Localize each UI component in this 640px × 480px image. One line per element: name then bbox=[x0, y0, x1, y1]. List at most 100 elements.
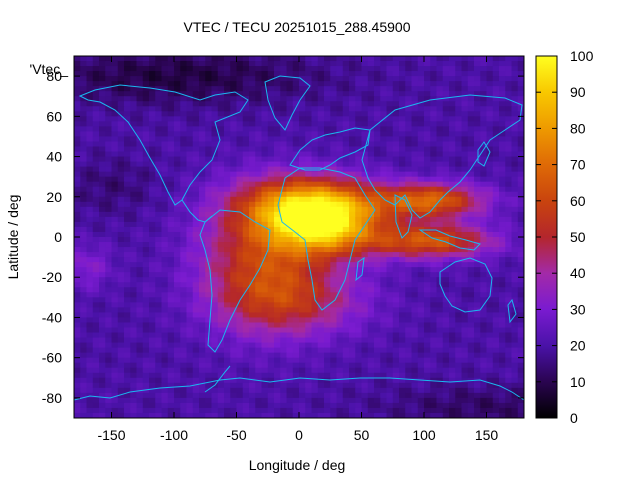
heatmap-cell bbox=[155, 181, 163, 188]
heatmap-cell bbox=[461, 312, 469, 319]
heatmap-cell bbox=[505, 116, 513, 122]
heatmap-cell bbox=[367, 216, 375, 223]
heatmap-cell bbox=[417, 151, 425, 158]
heatmap-cell bbox=[417, 267, 425, 273]
heatmap-cell bbox=[317, 282, 325, 288]
heatmap-cell bbox=[186, 96, 194, 102]
heatmap-cell bbox=[424, 262, 431, 268]
heatmap-cell bbox=[192, 322, 200, 329]
heatmap-cell bbox=[74, 322, 81, 329]
heatmap-cell bbox=[199, 211, 206, 218]
heatmap-cell bbox=[517, 176, 524, 183]
heatmap-cell bbox=[80, 277, 88, 283]
heatmap-cell bbox=[424, 146, 431, 153]
heatmap-cell bbox=[155, 347, 163, 354]
heatmap-cell bbox=[205, 156, 213, 163]
heatmap-cell bbox=[517, 121, 524, 127]
heatmap-cell bbox=[336, 71, 344, 77]
heatmap-cell bbox=[317, 191, 325, 198]
heatmap-cell bbox=[305, 136, 313, 143]
heatmap-cell bbox=[486, 106, 494, 112]
heatmap-cell bbox=[255, 66, 263, 72]
heatmap-cell bbox=[74, 347, 81, 354]
heatmap-cell bbox=[449, 347, 456, 354]
heatmap-cell bbox=[111, 71, 119, 77]
heatmap-cell bbox=[499, 282, 506, 288]
heatmap-cell bbox=[324, 242, 331, 248]
heatmap-cell bbox=[149, 237, 156, 243]
heatmap-cell bbox=[142, 312, 150, 319]
heatmap-cell bbox=[336, 272, 344, 278]
heatmap-cell bbox=[161, 196, 169, 203]
heatmap-cell bbox=[199, 352, 206, 359]
heatmap-cell bbox=[430, 362, 438, 369]
heatmap-cell bbox=[149, 66, 156, 72]
heatmap-cell bbox=[211, 201, 219, 208]
heatmap-cell bbox=[80, 211, 88, 218]
heatmap-cell bbox=[205, 71, 213, 77]
heatmap-cell bbox=[117, 181, 125, 188]
heatmap-cell bbox=[330, 226, 338, 233]
heatmap-cell bbox=[117, 126, 125, 133]
heatmap-cell bbox=[436, 377, 444, 384]
heatmap-cell bbox=[342, 201, 350, 208]
heatmap-cell bbox=[499, 332, 506, 339]
heatmap-cell bbox=[155, 151, 163, 158]
heatmap-cell bbox=[499, 151, 506, 158]
heatmap-cell bbox=[442, 76, 450, 82]
heatmap-cell bbox=[136, 347, 144, 354]
heatmap-cell bbox=[480, 206, 488, 213]
heatmap-cell bbox=[199, 282, 206, 288]
heatmap-cell bbox=[317, 231, 325, 238]
heatmap-cell bbox=[124, 171, 131, 178]
heatmap-cell bbox=[192, 161, 200, 168]
heatmap-cell bbox=[242, 377, 250, 384]
heatmap-cell bbox=[411, 161, 419, 168]
heatmap-cell bbox=[392, 61, 400, 67]
heatmap-cell bbox=[374, 282, 381, 288]
heatmap-cell bbox=[486, 166, 494, 173]
heatmap-cell bbox=[455, 186, 463, 193]
heatmap-cell bbox=[186, 76, 194, 82]
heatmap-cell bbox=[349, 277, 356, 283]
heatmap-cell bbox=[199, 377, 206, 384]
heatmap-cell bbox=[349, 267, 356, 273]
heatmap-cell bbox=[292, 312, 300, 319]
heatmap-cell bbox=[405, 196, 413, 203]
heatmap-cell bbox=[192, 362, 200, 369]
heatmap-cell bbox=[417, 196, 425, 203]
heatmap-cell bbox=[199, 56, 206, 62]
heatmap-cell bbox=[492, 61, 500, 67]
heatmap-cell bbox=[92, 111, 100, 117]
heatmap-cell bbox=[80, 302, 88, 308]
heatmap-cell bbox=[74, 111, 81, 117]
heatmap-cell bbox=[267, 196, 275, 203]
heatmap-cell bbox=[236, 247, 244, 253]
heatmap-cell bbox=[455, 362, 463, 369]
heatmap-cell bbox=[467, 262, 475, 268]
heatmap-cell bbox=[224, 96, 231, 102]
heatmap-cell bbox=[242, 297, 250, 303]
heatmap-cell bbox=[161, 337, 169, 344]
heatmap-cell bbox=[424, 392, 431, 399]
heatmap-cell bbox=[74, 176, 81, 183]
heatmap-cell bbox=[267, 171, 275, 178]
heatmap-cell bbox=[324, 146, 331, 153]
heatmap-cell bbox=[74, 186, 81, 193]
heatmap-cell bbox=[336, 337, 344, 344]
heatmap-cell bbox=[324, 372, 331, 379]
heatmap-cell bbox=[492, 71, 500, 77]
heatmap-cell bbox=[480, 337, 488, 344]
heatmap-cell bbox=[299, 342, 306, 349]
heatmap-cell bbox=[292, 352, 300, 359]
heatmap-cell bbox=[424, 76, 431, 82]
heatmap-cell bbox=[405, 181, 413, 188]
heatmap-cell bbox=[249, 121, 256, 127]
heatmap-cell bbox=[486, 56, 494, 62]
heatmap-cell bbox=[86, 121, 94, 127]
heatmap-cell bbox=[249, 161, 256, 168]
heatmap-cell bbox=[74, 367, 81, 374]
heatmap-cell bbox=[192, 247, 200, 253]
heatmap-cell bbox=[274, 116, 281, 122]
heatmap-cell bbox=[392, 141, 400, 148]
